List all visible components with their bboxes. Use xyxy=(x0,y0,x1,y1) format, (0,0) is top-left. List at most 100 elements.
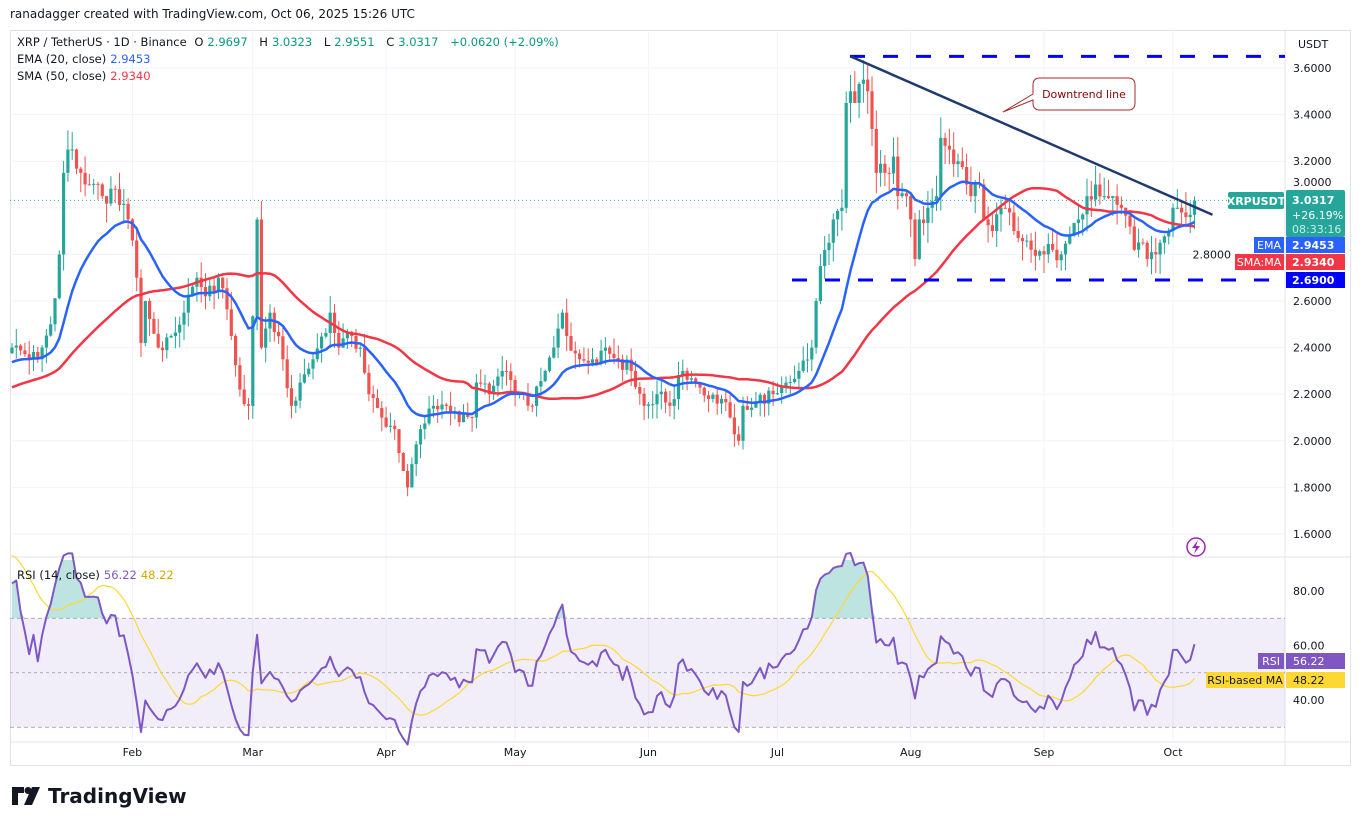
candle xyxy=(1098,173,1102,205)
rsi-legend-value: 56.22 xyxy=(103,568,137,582)
candle xyxy=(737,425,741,446)
candle xyxy=(384,406,388,429)
candle xyxy=(126,197,130,230)
candle-body xyxy=(1106,196,1111,198)
candle-body xyxy=(788,382,792,384)
price-tick-label: 1.6000 xyxy=(1293,528,1332,541)
candle xyxy=(208,278,212,301)
candle-body xyxy=(1081,214,1085,220)
candle xyxy=(139,269,143,358)
candle xyxy=(100,183,104,200)
ema-legend-value: 2.9453 xyxy=(110,52,151,66)
candle xyxy=(926,190,930,243)
candle xyxy=(771,381,775,406)
candle xyxy=(724,389,728,412)
candle xyxy=(784,376,788,394)
candle xyxy=(1094,165,1098,207)
candle-body xyxy=(771,390,775,395)
candle-body xyxy=(40,347,44,360)
candle-body xyxy=(1132,226,1136,250)
candle xyxy=(947,128,951,165)
rsi-legend[interactable]: RSI (14, close) 56.22 48.22 xyxy=(17,568,178,582)
candle-body xyxy=(621,359,625,370)
lightning-icon xyxy=(1186,537,1206,557)
candle-body xyxy=(1076,219,1080,224)
candle-body xyxy=(49,324,53,336)
support-value-tag xyxy=(1286,272,1345,288)
candle xyxy=(565,298,569,352)
sma-50-line xyxy=(11,186,1195,401)
candle xyxy=(543,369,547,383)
candle-body xyxy=(1098,184,1102,197)
close-number: 3.0317 xyxy=(398,35,439,49)
time-tick-label: Aug xyxy=(900,746,921,759)
candle xyxy=(1042,245,1046,274)
candle xyxy=(1063,240,1068,271)
candle xyxy=(474,373,478,429)
candle xyxy=(754,391,758,409)
candle xyxy=(1012,204,1016,235)
candle xyxy=(672,384,676,420)
candle-body xyxy=(264,328,268,348)
candle xyxy=(358,345,362,357)
candle xyxy=(569,322,573,351)
candle xyxy=(715,388,719,415)
candle-body xyxy=(307,368,311,375)
time-tick-label: Mar xyxy=(242,746,263,759)
candle xyxy=(793,365,797,384)
candle xyxy=(199,262,203,303)
low-label: L xyxy=(323,35,331,49)
ema-legend[interactable]: EMA (20, close) 2.9453 xyxy=(17,52,155,66)
time-tick-label: Oct xyxy=(1163,746,1183,759)
time-tick-label: Jun xyxy=(639,746,657,759)
candle-body xyxy=(539,381,543,387)
candle-body xyxy=(83,172,87,185)
sma-legend-label: SMA (50, close) xyxy=(17,69,107,83)
candle xyxy=(238,357,242,397)
price-tick-label: 2.2000 xyxy=(1293,388,1332,401)
candle-body xyxy=(608,347,612,354)
candle-body xyxy=(423,423,427,430)
candle-body xyxy=(745,405,749,410)
candle xyxy=(152,312,156,334)
candle-body xyxy=(668,402,672,406)
candle-body xyxy=(62,172,66,255)
candle xyxy=(934,175,939,212)
symbol-label[interactable]: XRP / TetherUS · 1D · Binance xyxy=(17,35,187,49)
candle xyxy=(324,328,328,339)
candle-body xyxy=(135,240,139,278)
candle-body xyxy=(384,417,388,427)
candle-body xyxy=(238,365,242,390)
candle xyxy=(1085,178,1089,232)
candle-body xyxy=(767,390,771,404)
candle-body xyxy=(393,425,397,430)
candle xyxy=(195,272,199,302)
candle xyxy=(96,181,100,200)
candle-body xyxy=(440,404,444,410)
sma-legend[interactable]: SMA (50, close) 2.9340 xyxy=(17,69,155,83)
candle-body xyxy=(1008,208,1012,213)
candle-body xyxy=(320,336,324,349)
candle xyxy=(560,309,564,330)
candle xyxy=(762,393,767,417)
candle xyxy=(19,343,23,356)
candle-body xyxy=(251,316,255,406)
candle-body xyxy=(294,400,298,406)
candle-body xyxy=(246,404,251,406)
time-tick-label: Sep xyxy=(1034,746,1055,759)
candle xyxy=(143,300,147,347)
candle-body xyxy=(216,277,220,292)
candle-body xyxy=(126,203,130,220)
candle xyxy=(879,149,883,187)
countdown-text: 08:33:16 xyxy=(1292,223,1341,236)
candle xyxy=(1149,236,1154,275)
candle-body xyxy=(1063,243,1068,255)
candle-body xyxy=(208,285,212,297)
candle xyxy=(375,389,380,409)
candle-body xyxy=(152,318,156,334)
candle-body xyxy=(973,182,977,197)
candle xyxy=(427,396,431,426)
candle-body xyxy=(449,405,453,414)
tradingview-logo[interactable]: TradingView xyxy=(12,784,187,808)
